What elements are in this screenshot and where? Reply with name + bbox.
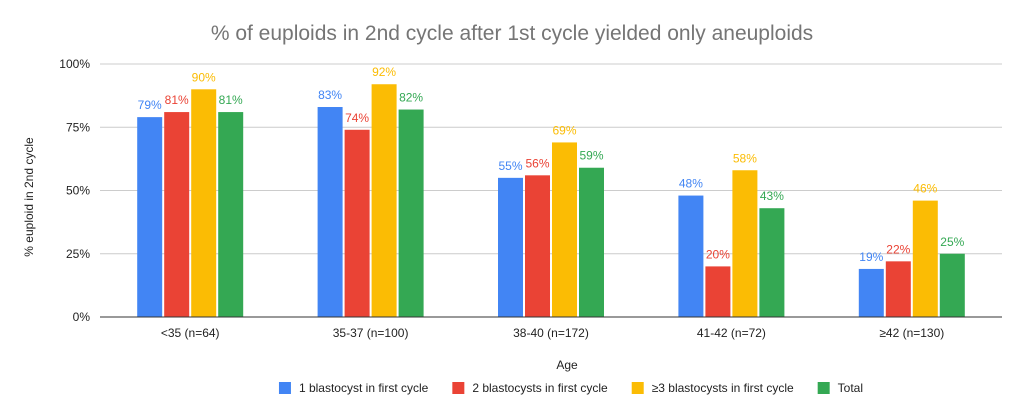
legend-swatch xyxy=(278,382,291,394)
x-tick-label: 38-40 (n=172) xyxy=(513,326,589,340)
bar xyxy=(579,167,604,317)
data-label: 46% xyxy=(913,182,937,196)
bar xyxy=(191,89,217,317)
data-label: 74% xyxy=(345,111,369,125)
chart-title: % of euploids in 2nd cycle after 1st cyc… xyxy=(211,22,813,45)
bar xyxy=(164,112,190,317)
bar xyxy=(498,177,523,317)
legend-swatch xyxy=(817,382,830,394)
y-tick-label: 0% xyxy=(73,310,91,324)
data-label: 82% xyxy=(399,91,423,105)
data-label: 92% xyxy=(372,65,396,79)
bar xyxy=(885,261,911,317)
bar xyxy=(344,129,370,317)
bar xyxy=(317,107,343,317)
data-label: 59% xyxy=(579,149,603,163)
data-label: 69% xyxy=(552,123,576,137)
bar xyxy=(525,175,550,317)
y-axis-ticks: 0% 25% 50% 75% 100% xyxy=(59,57,90,324)
bar xyxy=(552,142,577,317)
data-label: 56% xyxy=(525,156,549,170)
bar xyxy=(678,195,704,317)
x-tick-label: 41-42 (n=72) xyxy=(697,326,766,340)
bar xyxy=(759,208,785,317)
data-label: 19% xyxy=(859,250,883,264)
x-tick-label: 35-37 (n=100) xyxy=(333,326,409,340)
bar xyxy=(398,109,424,317)
bar xyxy=(858,268,884,317)
data-label: 48% xyxy=(679,177,703,191)
data-label: 43% xyxy=(760,189,784,203)
bar xyxy=(705,266,731,317)
legend-item: 2 blastocysts in first cycle xyxy=(452,381,608,395)
data-label: 58% xyxy=(733,151,757,165)
x-axis-ticks: <35 (n=64) 35-37 (n=100) 38-40 (n=172) 41-4… xyxy=(161,326,944,340)
legend-label: Total xyxy=(838,381,863,395)
bar xyxy=(939,253,965,317)
legend-item: Total xyxy=(817,381,863,395)
data-label: 25% xyxy=(940,235,964,249)
data-label: 79% xyxy=(138,98,162,112)
legend-label: 1 blastocyst in first cycle xyxy=(299,381,429,395)
y-tick-label: 25% xyxy=(66,247,90,261)
data-label: 81% xyxy=(219,93,243,107)
data-label: 55% xyxy=(498,159,522,173)
data-label: 83% xyxy=(318,88,342,102)
legend-item: 1 blastocyst in first cycle xyxy=(278,381,429,395)
data-label: 90% xyxy=(192,70,216,84)
y-tick-label: 100% xyxy=(59,57,90,71)
legend-swatch xyxy=(631,382,644,394)
y-tick-label: 50% xyxy=(66,184,90,198)
legend: 1 blastocyst in first cycle 2 blastocysts… xyxy=(278,381,863,395)
legend-item: ≥3 blastocysts in first cycle xyxy=(631,381,794,395)
legend-swatch xyxy=(452,382,465,394)
data-labels: 79% 81%90%81% 83%74%92%82%55% 56%69%59%48%2… xyxy=(138,65,965,264)
legend-label: 2 blastocysts in first cycle xyxy=(472,381,608,395)
y-tick-label: 75% xyxy=(66,120,90,134)
bar xyxy=(137,117,163,317)
x-tick-label: ≥42 (n=130) xyxy=(879,326,944,340)
bar xyxy=(218,112,244,317)
x-tick-label: <35 (n=64) xyxy=(161,326,220,340)
data-label: 81% xyxy=(165,93,189,107)
data-label: 22% xyxy=(886,242,910,256)
gridlines xyxy=(100,63,1002,255)
bar xyxy=(912,200,938,317)
bar xyxy=(371,84,397,318)
legend-label: ≥3 blastocysts in first cycle xyxy=(652,381,794,395)
bar xyxy=(732,170,758,317)
bars xyxy=(137,84,965,318)
data-label: 20% xyxy=(706,247,730,261)
x-axis-title: Age xyxy=(556,358,578,372)
y-axis-title: % euploid in 2nd cycle xyxy=(22,137,36,257)
